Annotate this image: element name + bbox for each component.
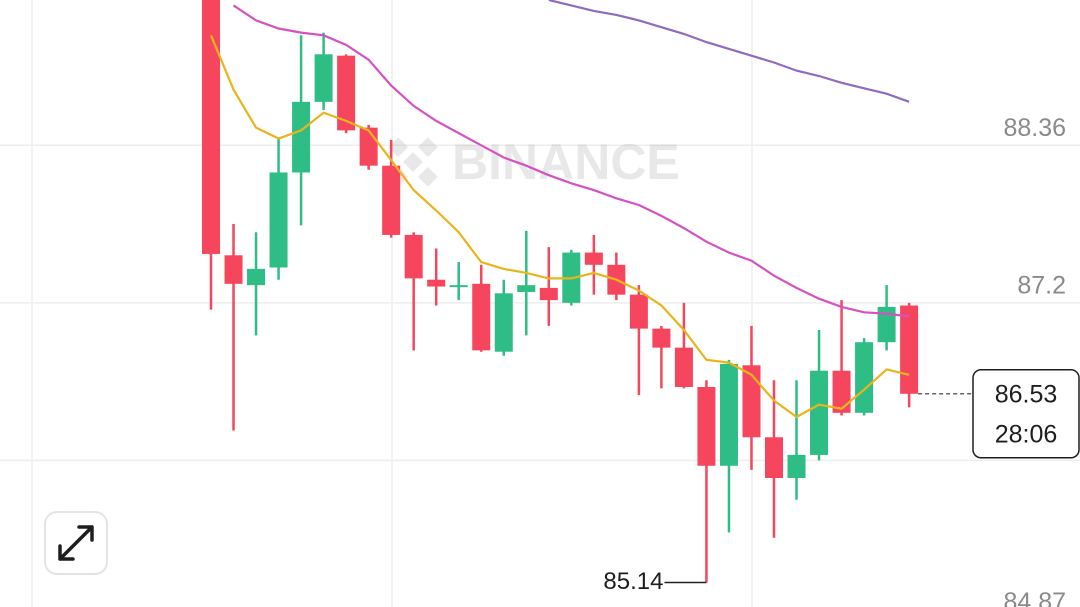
y-tick-label: 87.2 bbox=[1017, 271, 1066, 299]
last-price-label: 86.53 bbox=[995, 380, 1058, 408]
candle bbox=[449, 262, 468, 301]
candle bbox=[202, 0, 220, 310]
candle bbox=[652, 325, 671, 389]
candle-body bbox=[765, 437, 783, 478]
candle bbox=[787, 380, 806, 500]
candle bbox=[224, 224, 243, 431]
candle bbox=[382, 139, 401, 238]
candle-body bbox=[652, 328, 671, 348]
countdown-label: 28:06 bbox=[995, 420, 1058, 448]
candle-body bbox=[472, 283, 491, 351]
candle bbox=[855, 338, 874, 416]
expand-icon[interactable] bbox=[58, 525, 94, 561]
candle-body bbox=[697, 387, 716, 466]
candle-body bbox=[810, 370, 829, 455]
candle-body bbox=[269, 172, 288, 268]
candle bbox=[584, 234, 603, 295]
candle bbox=[719, 359, 738, 533]
ma-line bbox=[232, 4, 910, 318]
candle-body bbox=[404, 234, 423, 279]
candle-body bbox=[674, 347, 693, 388]
candle bbox=[810, 329, 829, 461]
candle-body bbox=[292, 101, 311, 173]
min-label: 85.14 bbox=[603, 568, 663, 595]
candle bbox=[832, 300, 851, 416]
candle bbox=[742, 325, 761, 470]
candle bbox=[765, 380, 783, 538]
candle-body bbox=[449, 285, 468, 288]
candle-body bbox=[539, 287, 558, 301]
candle bbox=[314, 32, 333, 110]
candle-body bbox=[584, 252, 603, 265]
candle-body bbox=[832, 370, 851, 413]
y-tick-label: 88.36 bbox=[1003, 114, 1066, 142]
candle bbox=[900, 302, 919, 408]
candle-body bbox=[427, 279, 446, 287]
candle bbox=[494, 279, 513, 356]
candle-body bbox=[314, 54, 333, 102]
candle-body bbox=[877, 306, 896, 343]
ma-line bbox=[209, 34, 910, 419]
candle bbox=[607, 252, 626, 301]
candle-body bbox=[202, 0, 220, 254]
candle bbox=[247, 232, 266, 336]
candle-body bbox=[855, 342, 874, 413]
candle bbox=[674, 302, 693, 389]
candle-body bbox=[359, 127, 378, 166]
candle bbox=[629, 285, 648, 396]
last-price-box bbox=[972, 369, 1080, 459]
expand-button[interactable] bbox=[44, 511, 108, 575]
candle-body bbox=[787, 454, 806, 478]
candle bbox=[697, 380, 716, 583]
plot bbox=[202, 0, 919, 583]
candle bbox=[427, 248, 446, 306]
candle bbox=[404, 232, 423, 351]
candle bbox=[269, 138, 288, 280]
candle-body bbox=[247, 268, 266, 286]
candle bbox=[877, 285, 896, 351]
ma-line bbox=[548, 0, 910, 103]
candle bbox=[472, 264, 491, 352]
candle-body bbox=[494, 293, 513, 352]
y-tick-label: 84.87 bbox=[1003, 588, 1066, 607]
candle-body bbox=[742, 365, 761, 438]
candle-body bbox=[629, 294, 648, 329]
candle bbox=[517, 230, 536, 336]
watermark: BINANCE bbox=[388, 134, 680, 190]
candle-body bbox=[337, 55, 356, 131]
candle-body bbox=[900, 305, 919, 394]
candle-body bbox=[224, 255, 243, 284]
candle-body bbox=[517, 285, 536, 292]
candle-body bbox=[719, 363, 738, 466]
candle-body bbox=[382, 165, 401, 235]
grid bbox=[0, 144, 1080, 462]
candle bbox=[539, 247, 558, 326]
